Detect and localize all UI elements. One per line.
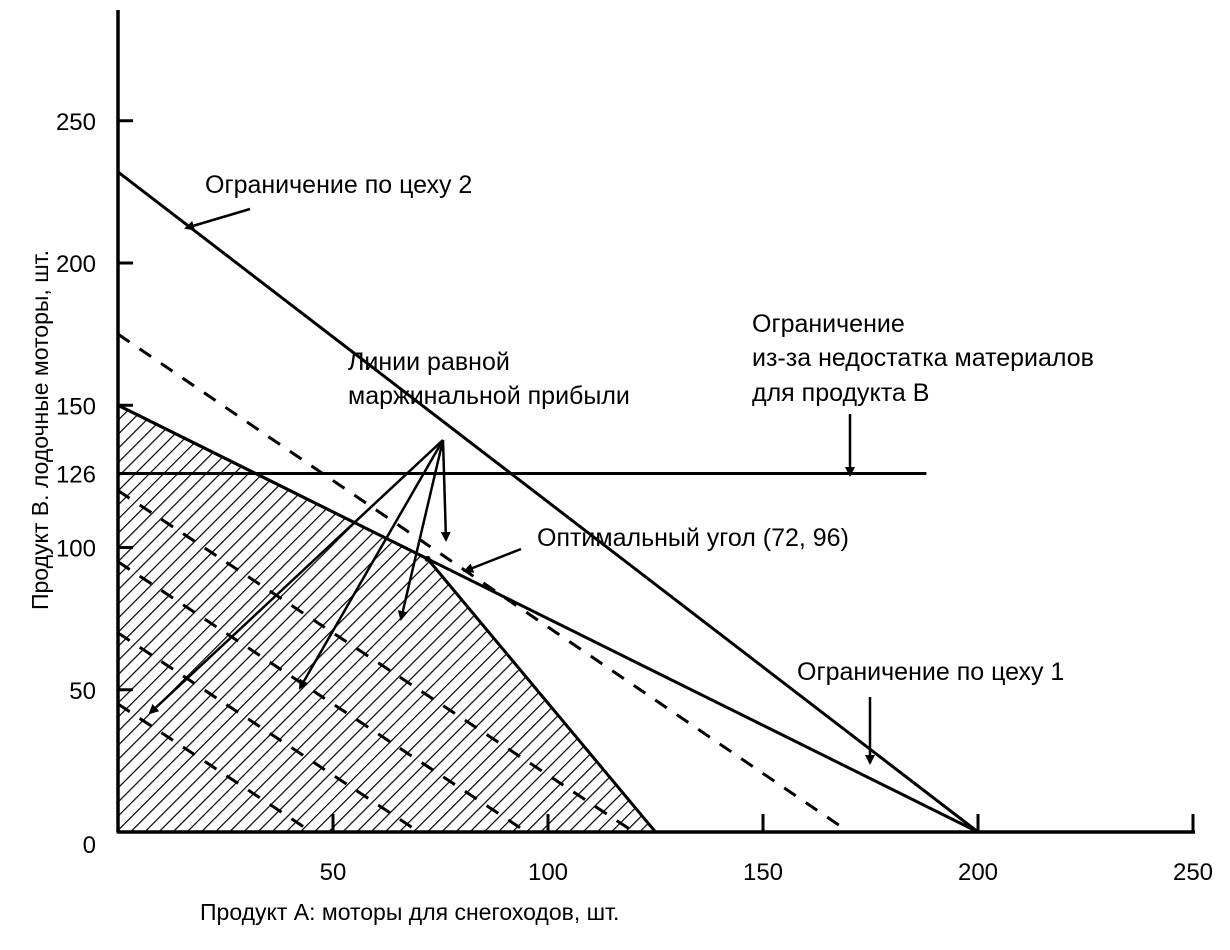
arrow-isoprofit-3 <box>298 439 445 690</box>
arrow-shop2 <box>184 207 251 231</box>
iso-profit-line-3 <box>117 560 528 834</box>
optimal-point <box>424 555 431 562</box>
iso-profit-line-4 <box>117 631 420 834</box>
annotation-isoprofit-line2: маржинальной прибыли <box>348 382 630 410</box>
annotation-material-line3: для продукта B <box>752 379 929 407</box>
arrow-isoprofit-2 <box>397 439 445 621</box>
origin-label: 0 <box>83 832 96 859</box>
annotation-isoprofit-line1: Линии равной <box>348 348 510 376</box>
arrow-isoprofit-4 <box>148 439 444 715</box>
y-tick-label-50: 50 <box>69 678 96 705</box>
x-tick-label-250: 250 <box>1173 859 1213 886</box>
annotation-shop2: Ограничение по цеху 2 <box>205 171 472 199</box>
iso-profit-line-5 <box>117 702 313 834</box>
x-tick-label-100: 100 <box>528 859 568 886</box>
y-tick-label-250: 250 <box>56 109 96 136</box>
annotation-shop1: Ограничение по цеху 1 <box>797 658 1064 686</box>
y-tick-label-200: 200 <box>56 251 96 278</box>
iso-profit-line-1 <box>117 332 850 834</box>
y-tick-label-126: 126 <box>56 462 96 489</box>
x-tick-label-150: 150 <box>743 859 783 886</box>
y-tick-label-150: 150 <box>56 393 96 420</box>
y-tick-label-100: 100 <box>56 536 96 563</box>
arrow-isoprofit-1 <box>440 439 451 542</box>
x-tick-label-50: 50 <box>320 859 347 886</box>
arrow-optimal <box>463 547 522 573</box>
y-axis-title: Продукт B. лодочные моторы, шт. <box>27 250 53 610</box>
annotation-material-line2: из-за недостатка материалов <box>752 344 1094 372</box>
annotation-arrows <box>148 207 875 765</box>
x-tick-label-200: 200 <box>958 859 998 886</box>
x-axis-title: Продукт A: моторы для снегоходов, шт. <box>200 899 619 925</box>
annotation-material-line1: Ограничение <box>752 310 905 338</box>
plot-area: 50 100 150 200 250 250 200 150 126 100 50 0 <box>56 10 1213 886</box>
constraint-shop1 <box>117 403 979 834</box>
constraint-shop2 <box>117 170 979 834</box>
annotation-optimal: Оптимальный угол (72, 96) <box>537 524 849 552</box>
feasible-region <box>116 402 659 834</box>
